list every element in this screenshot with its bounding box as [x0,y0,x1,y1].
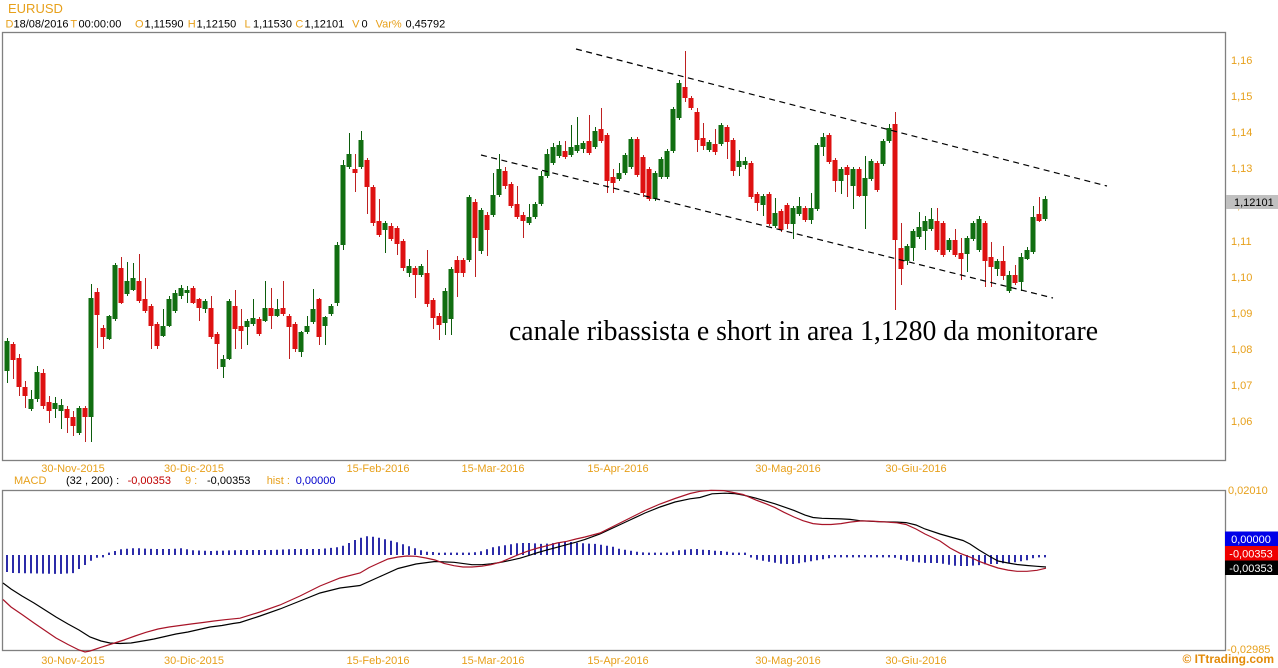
svg-text:1,14: 1,14 [1231,127,1252,139]
svg-text:1,08: 1,08 [1231,344,1252,356]
svg-text:© ITtrading.com: © ITtrading.com [1182,652,1274,666]
svg-text:-0,00353: -0,00353 [207,475,250,487]
svg-text:canale ribassista e short in a: canale ribassista e short in area 1,1280… [509,316,1098,347]
svg-text:15-Feb-2016: 15-Feb-2016 [347,655,410,667]
svg-text:30-Nov-2015: 30-Nov-2015 [41,463,105,475]
svg-text:1,16: 1,16 [1231,55,1252,67]
svg-text:D: D [6,19,14,31]
svg-text:-0,02985: -0,02985 [1227,644,1270,656]
svg-text:15-Apr-2016: 15-Apr-2016 [587,655,648,667]
svg-text:H: H [188,19,196,31]
svg-text:15-Apr-2016: 15-Apr-2016 [587,463,648,475]
svg-text:15-Feb-2016: 15-Feb-2016 [347,463,410,475]
svg-text:V: V [352,19,360,31]
svg-text:hist :: hist : [267,475,290,487]
svg-text:T: T [70,19,77,31]
svg-text:30-Dic-2015: 30-Dic-2015 [164,655,224,667]
svg-text:30-Dic-2015: 30-Dic-2015 [164,463,224,475]
svg-text:15-Mar-2016: 15-Mar-2016 [462,463,525,475]
svg-text:-0,00353: -0,00353 [1229,549,1272,561]
svg-text:0: 0 [362,19,368,31]
svg-text:Var%: Var% [376,19,402,31]
svg-text:-0,00353: -0,00353 [1229,563,1272,575]
svg-text:O: O [135,19,144,31]
svg-text:15-Mar-2016: 15-Mar-2016 [462,655,525,667]
svg-text:1,12101: 1,12101 [1234,197,1274,209]
svg-text:0,00000: 0,00000 [296,475,336,487]
svg-text:(32 , 200) :: (32 , 200) : [66,475,119,487]
svg-text:1,06: 1,06 [1231,416,1252,428]
svg-text:18/08/2016: 18/08/2016 [14,19,69,31]
svg-text:-0,00353: -0,00353 [128,475,171,487]
svg-text:1,15: 1,15 [1231,91,1252,103]
svg-text:L: L [245,19,251,31]
svg-text:1,10: 1,10 [1231,272,1252,284]
svg-text:1,09: 1,09 [1231,308,1252,320]
svg-text:1,12101: 1,12101 [305,19,345,31]
svg-text:0,02010: 0,02010 [1228,485,1268,497]
svg-text:0,00000: 0,00000 [1231,534,1271,546]
svg-text:1,07: 1,07 [1231,380,1252,392]
svg-text:EURUSD: EURUSD [8,1,63,16]
svg-text:1,11: 1,11 [1231,236,1252,248]
svg-text:30-Mag-2016: 30-Mag-2016 [755,463,820,475]
svg-text:30-Nov-2015: 30-Nov-2015 [41,655,105,667]
svg-text:30-Giu-2016: 30-Giu-2016 [885,655,946,667]
svg-text:0,45792: 0,45792 [406,19,446,31]
svg-text:9 :: 9 : [185,475,197,487]
svg-text:1,12150: 1,12150 [197,19,237,31]
svg-text:1,11530: 1,11530 [253,19,292,31]
svg-text:30-Mag-2016: 30-Mag-2016 [755,655,820,667]
svg-text:1,13: 1,13 [1231,163,1252,175]
svg-text:MACD: MACD [14,475,46,487]
svg-text:00:00:00: 00:00:00 [79,19,122,31]
svg-text:30-Giu-2016: 30-Giu-2016 [885,463,946,475]
svg-text:1,11590: 1,11590 [145,19,184,31]
svg-text:C: C [295,19,303,31]
